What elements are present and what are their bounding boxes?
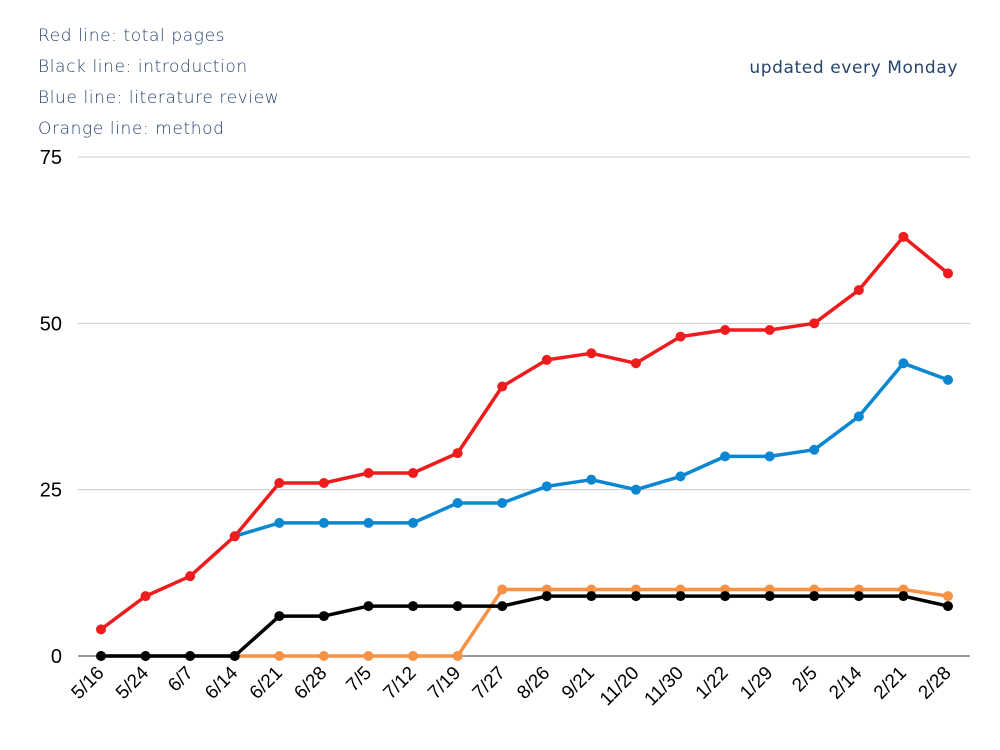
data-point: [96, 651, 106, 661]
data-point: [630, 484, 641, 495]
data-point: [452, 651, 463, 661]
data-point: [898, 358, 909, 369]
data-point: [363, 601, 374, 612]
data-point: [541, 481, 552, 492]
series-line: [99, 594, 950, 658]
data-point: [853, 411, 864, 422]
data-point: [318, 651, 329, 661]
data-point: [140, 651, 151, 661]
x-tick-label: 2/14: [825, 662, 866, 703]
data-point: [274, 517, 285, 528]
data-point: [898, 591, 909, 602]
series-line: [232, 361, 950, 538]
data-point: [363, 517, 374, 528]
data-point: [452, 601, 463, 612]
data-point: [140, 591, 151, 602]
y-tick-label: 25: [40, 480, 62, 502]
update-note: updated every Monday: [749, 58, 958, 78]
x-tick-label: 7/27: [469, 663, 510, 704]
data-point: [185, 571, 196, 582]
data-point: [586, 591, 597, 602]
x-tick-label: 1/22: [692, 663, 733, 704]
data-point: [809, 444, 820, 455]
data-point: [943, 591, 953, 602]
data-point: [408, 601, 419, 612]
data-point: [586, 474, 597, 485]
data-point: [497, 381, 508, 392]
x-tick-label: 11/30: [641, 663, 688, 710]
y-tick-label: 50: [40, 313, 62, 335]
legend-method: Orange line: method: [38, 119, 225, 139]
data-point: [541, 354, 552, 365]
x-tick-label: 5/16: [68, 663, 109, 704]
data-point: [720, 451, 731, 462]
x-tick-label: 6/21: [246, 663, 287, 704]
data-point: [586, 348, 597, 359]
data-point: [541, 591, 552, 602]
x-tick-label: 7/19: [424, 663, 465, 704]
data-point: [408, 517, 419, 528]
legend-literature-review: Blue line: literature review: [38, 88, 280, 108]
data-point: [497, 584, 508, 595]
data-point: [809, 591, 820, 602]
x-tick-label: 7/5: [342, 663, 376, 697]
x-tick-label: 2/21: [870, 663, 911, 704]
data-point: [408, 651, 419, 661]
x-tick-label: 9/21: [558, 663, 599, 704]
data-point: [96, 624, 106, 635]
data-point: [363, 651, 374, 661]
x-tick-label: 8/26: [513, 663, 554, 704]
data-point: [630, 358, 641, 369]
data-point: [764, 591, 775, 602]
x-tick-label: 6/14: [201, 662, 242, 703]
data-point: [497, 497, 508, 508]
data-point: [274, 611, 285, 622]
legend-introduction: Black line: introduction: [38, 57, 248, 77]
data-point: [408, 468, 419, 479]
data-point: [675, 591, 686, 602]
data-point: [853, 285, 864, 296]
series-line: [99, 587, 950, 658]
data-point: [943, 268, 953, 279]
data-point: [720, 591, 731, 602]
x-tick-label: 6/7: [164, 663, 198, 697]
y-tick-label: 75: [40, 147, 62, 169]
x-tick-label: 2/5: [788, 663, 822, 697]
data-point: [764, 451, 775, 462]
data-point: [497, 601, 508, 612]
x-tick-label: 5/24: [112, 662, 153, 703]
x-tick-label: 1/29: [736, 663, 777, 704]
x-tick-label: 6/28: [290, 663, 331, 704]
data-point: [318, 517, 329, 528]
data-point: [363, 468, 374, 479]
data-point: [185, 651, 196, 661]
data-point: [943, 601, 953, 612]
x-tick-label: 11/20: [596, 663, 643, 710]
data-point: [452, 497, 463, 508]
data-point: [318, 611, 329, 622]
series-line: [99, 235, 950, 632]
data-point: [274, 478, 285, 489]
data-point: [452, 448, 463, 459]
data-point: [229, 531, 240, 542]
y-tick-label: 0: [51, 646, 62, 668]
data-point: [675, 471, 686, 482]
data-point: [898, 231, 909, 242]
legend-total-pages: Red line: total pages: [38, 26, 226, 46]
data-point: [675, 331, 686, 342]
data-point: [809, 318, 820, 329]
data-point: [274, 651, 285, 661]
data-point: [229, 651, 240, 661]
x-tick-label: 2/28: [915, 663, 956, 704]
data-point: [764, 324, 775, 335]
data-point: [318, 478, 329, 489]
data-point: [630, 591, 641, 602]
data-point: [853, 591, 864, 602]
data-point: [720, 324, 731, 335]
data-point: [943, 374, 953, 385]
x-tick-label: 7/12: [380, 663, 421, 704]
